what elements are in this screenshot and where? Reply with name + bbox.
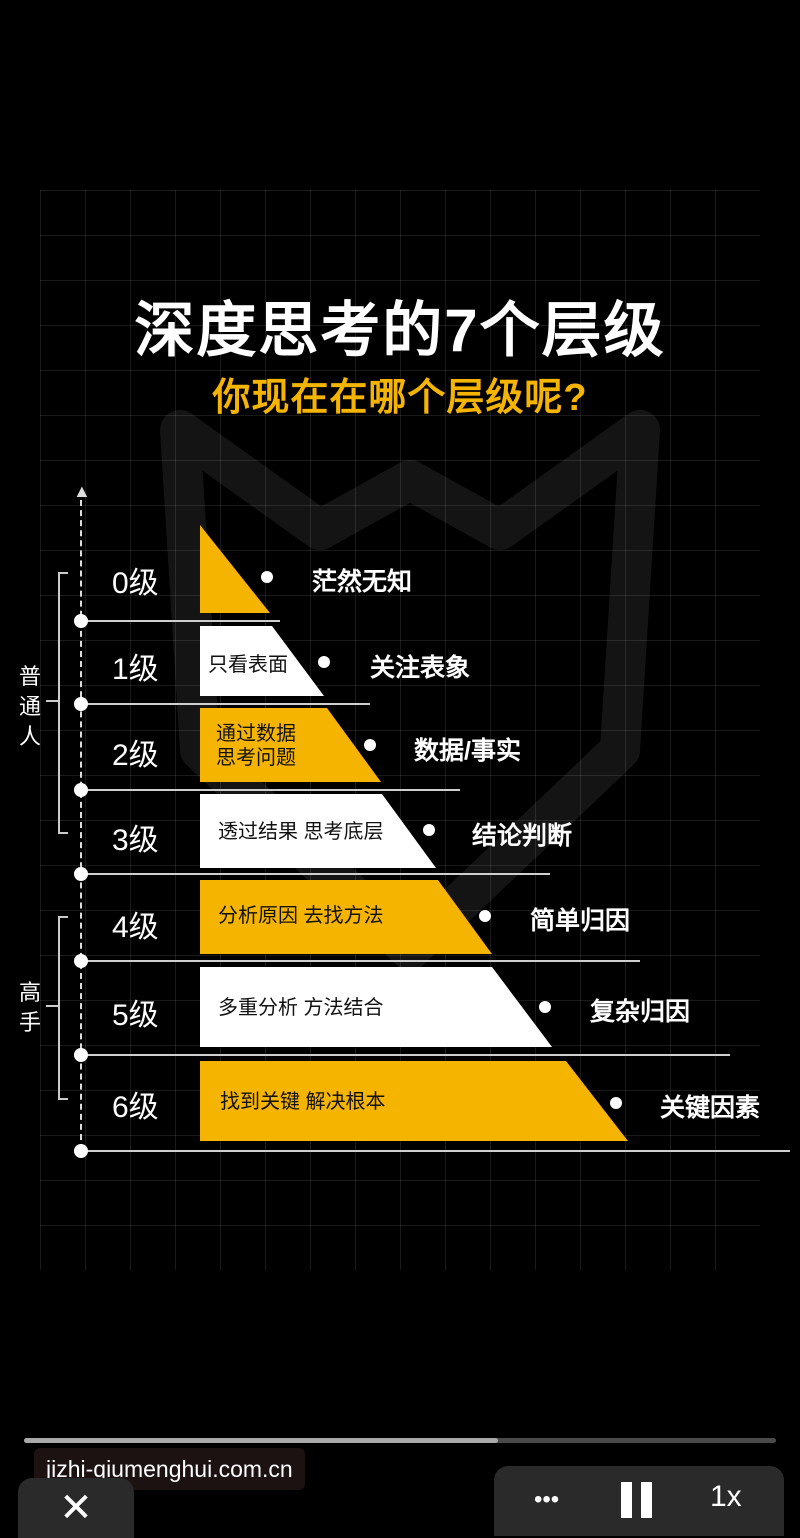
axis-dot — [74, 867, 88, 881]
level-divider — [80, 960, 640, 962]
close-icon: ✕ — [59, 1486, 93, 1530]
level-0-shape — [200, 525, 270, 613]
level-bullet — [610, 1097, 622, 1109]
level-text: 通过数据 思考问题 — [216, 723, 296, 769]
level-divider — [80, 1054, 730, 1056]
level-desc: 关键因素 — [660, 1094, 761, 1122]
level-label: 6级 — [112, 1091, 159, 1124]
level-divider — [80, 703, 370, 705]
more-options-button[interactable]: ••• — [534, 1486, 560, 1513]
level-bullet — [423, 824, 435, 836]
level-label: 4级 — [112, 911, 159, 944]
level-divider — [80, 1150, 790, 1152]
level-bullet — [479, 910, 491, 922]
axis-dot — [74, 783, 88, 797]
pause-icon — [621, 1482, 652, 1518]
axis-dot — [74, 1048, 88, 1062]
page-title: 深度思考的7个层级 — [134, 297, 666, 364]
playback-speed-button[interactable]: 1x — [710, 1480, 742, 1513]
level-text: 只看表面 — [208, 654, 288, 676]
level-5-shape — [200, 967, 552, 1047]
level-6-shape — [200, 1061, 628, 1141]
bracket-tick — [46, 1005, 58, 1007]
level-label: 5级 — [112, 999, 159, 1032]
level-text: 分析原因 去找方法 — [218, 905, 384, 927]
level-divider — [80, 873, 550, 875]
level-divider — [80, 620, 280, 622]
level-axis — [80, 490, 82, 1150]
level-desc: 关注表象 — [370, 654, 471, 682]
page-subtitle: 你现在在哪个层级呢? — [212, 377, 588, 419]
group-label-normal: 普 通 人 — [18, 664, 41, 749]
player-controls: ••• 1x — [494, 1466, 784, 1536]
pause-button[interactable] — [619, 1478, 655, 1530]
level-bullet — [364, 739, 376, 751]
level-bullet — [539, 1001, 551, 1013]
level-text: 多重分析 方法结合 — [218, 997, 384, 1019]
level-desc: 数据/事实 — [414, 737, 521, 765]
level-desc: 复杂归因 — [590, 998, 691, 1026]
level-bullet — [261, 571, 273, 583]
level-divider — [80, 789, 460, 791]
group-label-expert: 高 手 — [18, 980, 41, 1035]
level-1-shape — [200, 626, 324, 696]
bracket-expert — [58, 916, 68, 1100]
level-text: 透过结果 思考底层 — [218, 821, 384, 843]
axis-dot — [74, 614, 88, 628]
level-desc: 茫然无知 — [312, 568, 413, 596]
close-button[interactable]: ✕ — [18, 1478, 134, 1538]
bracket-tick — [46, 700, 58, 702]
axis-dot — [74, 954, 88, 968]
playback-progress-fill — [24, 1438, 498, 1443]
level-text: 找到关键 解决根本 — [220, 1091, 386, 1113]
level-label: 3级 — [112, 824, 159, 857]
level-bullet — [318, 656, 330, 668]
axis-dot — [74, 1144, 88, 1158]
bracket-normal — [58, 572, 68, 834]
level-label: 2级 — [112, 739, 159, 772]
level-4-shape — [200, 880, 492, 954]
axis-dot — [74, 697, 88, 711]
level-3-shape — [200, 794, 436, 868]
level-label: 1级 — [112, 653, 159, 686]
level-label: 0级 — [112, 567, 159, 600]
level-2-shape — [200, 708, 381, 782]
playback-progress-bar[interactable] — [24, 1438, 776, 1443]
level-desc: 简单归因 — [530, 907, 631, 935]
level-desc: 结论判断 — [472, 822, 573, 850]
